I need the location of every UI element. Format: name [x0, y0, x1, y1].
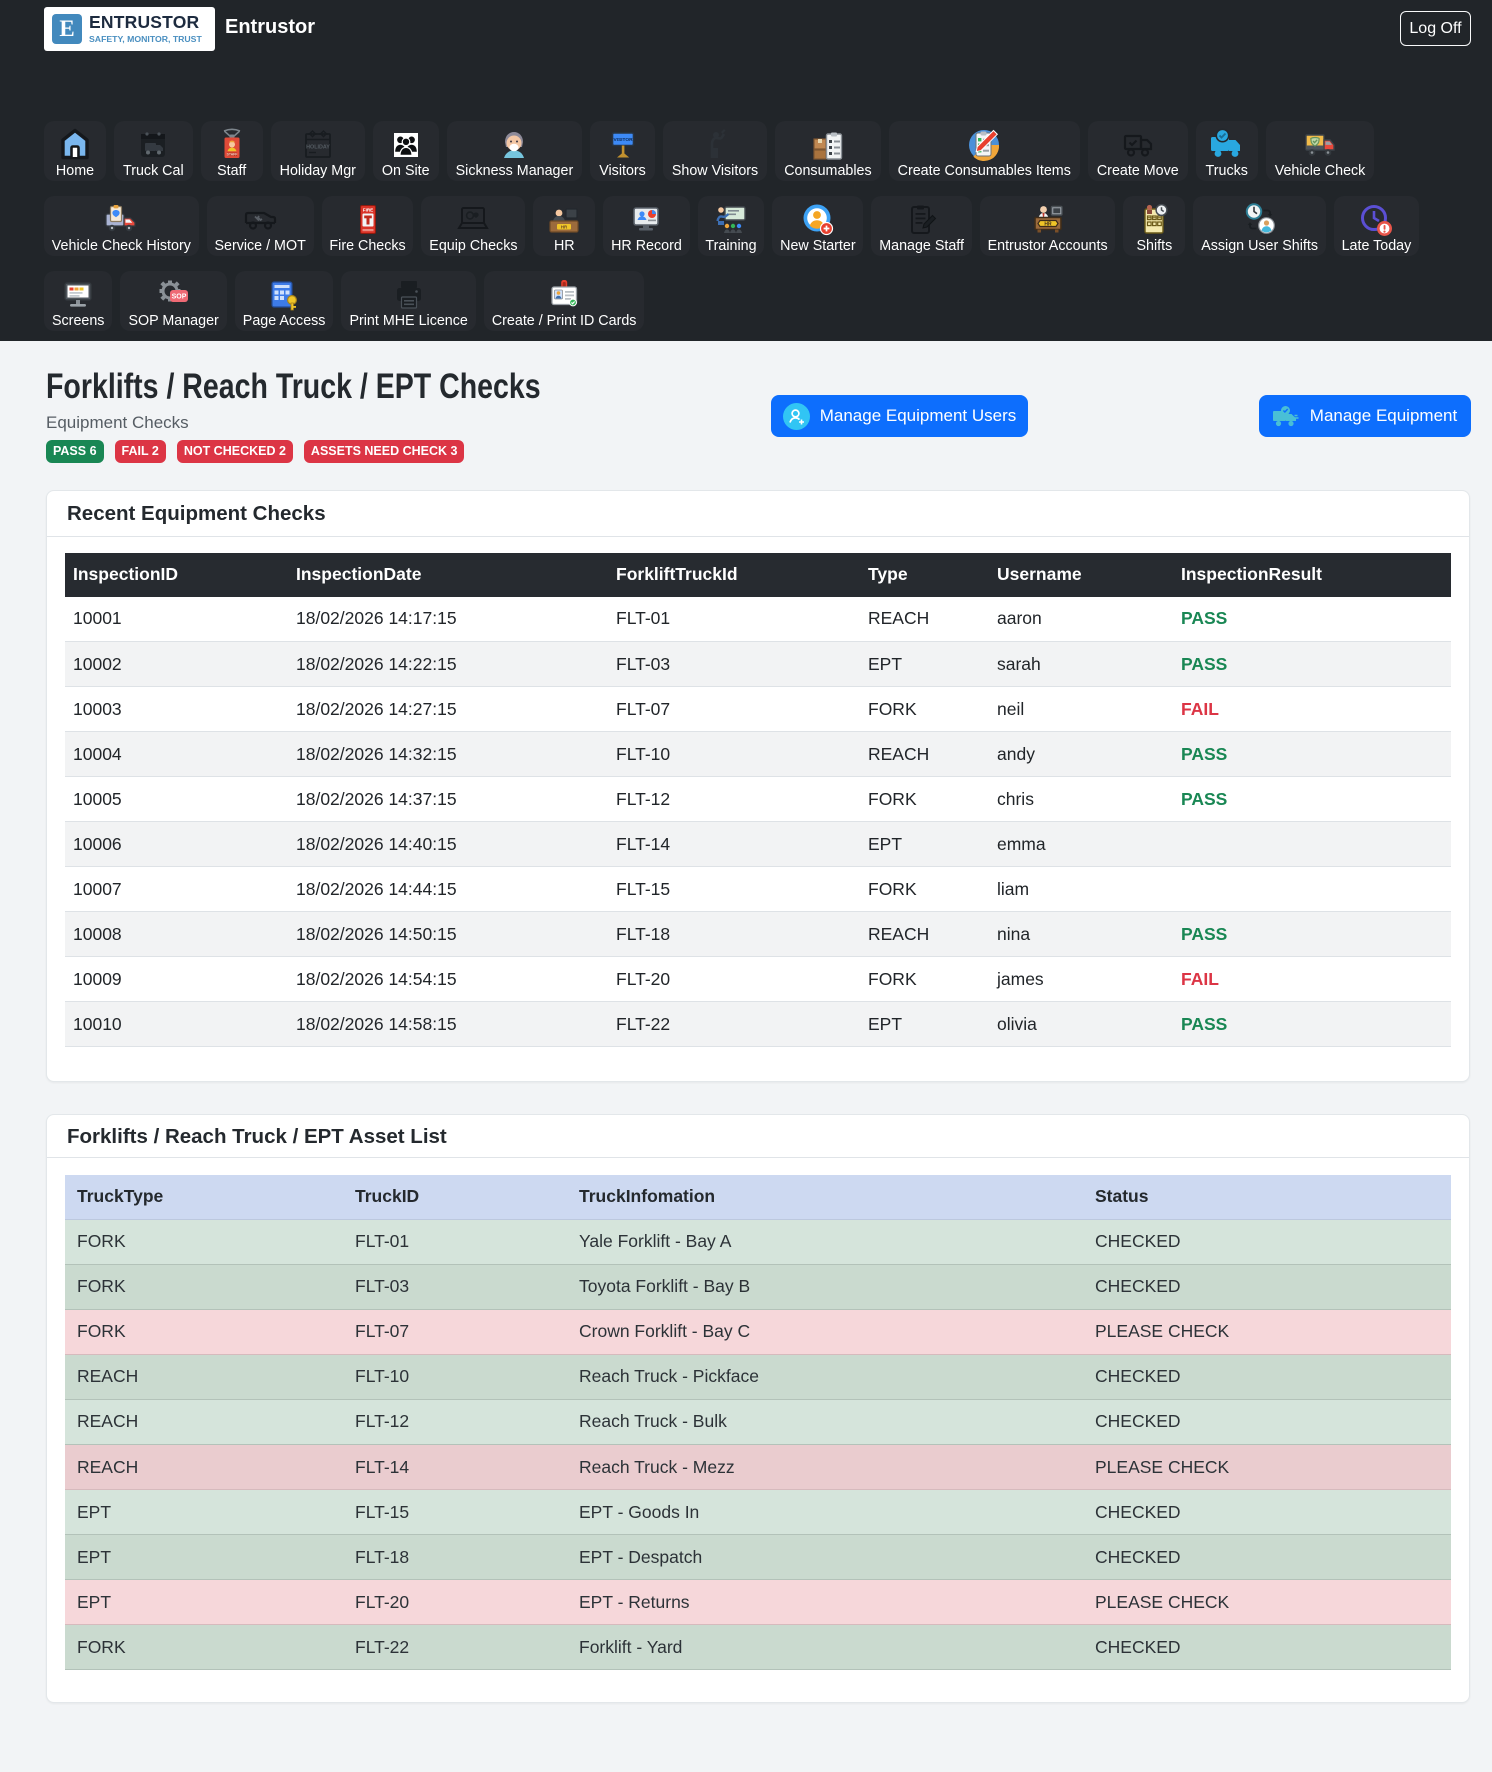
svg-text:SOP: SOP [171, 294, 186, 301]
svg-text:HR: HR [561, 224, 568, 229]
svg-text:HR: HR [1044, 222, 1052, 228]
svg-text:STAFF: STAFF [226, 153, 237, 157]
svg-text:VISITOR: VISITOR [613, 137, 633, 143]
svg-text:FIRE: FIRE [362, 208, 372, 213]
svg-text:HOLIDAY: HOLIDAY [306, 145, 330, 151]
